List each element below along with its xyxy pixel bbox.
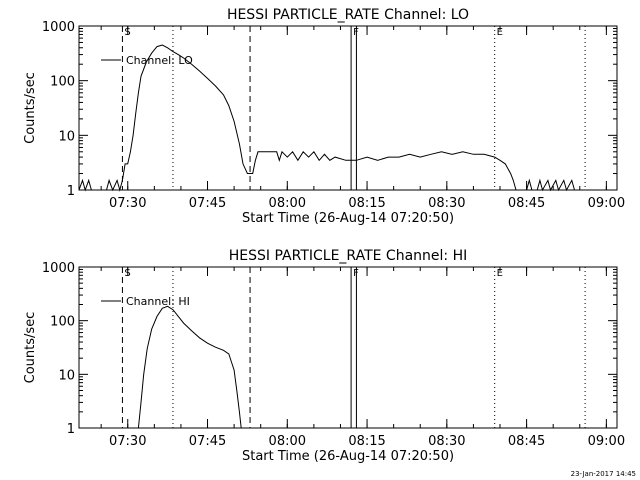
x-tick-label: 08:45 — [508, 434, 545, 449]
x-tick-label: 07:30 — [109, 196, 146, 211]
x-tick-label: 09:00 — [588, 434, 625, 449]
x-tick-label: 08:45 — [508, 196, 545, 211]
x-tick-label: 08:15 — [348, 196, 385, 211]
y-tick-label: 1000 — [42, 20, 75, 35]
x-tick-label: 08:15 — [348, 434, 385, 449]
plot-lo: HESSI PARTICLE_RATE Channel: LO 1 10 100 100… — [23, 7, 625, 226]
x-tick-label: 08:00 — [269, 196, 306, 211]
y-tick-label: 100 — [50, 75, 75, 90]
y-axis-label: Counts/sec — [23, 72, 38, 144]
event-marker-label: E — [497, 268, 503, 279]
y-axis-label: Counts/sec — [23, 312, 38, 384]
y-tick-label: 100 — [50, 315, 75, 330]
x-tick-label: 07:30 — [109, 434, 146, 449]
plot-hi: HESSI PARTICLE_RATE Channel: HI 1 10 100 100… — [23, 248, 625, 464]
chart-title: HESSI PARTICLE_RATE Channel: LO — [227, 7, 469, 23]
x-tick-label: 08:30 — [428, 434, 465, 449]
series-line — [136, 305, 243, 429]
y-tick-label: 1000 — [42, 261, 75, 276]
y-tick-label: 10 — [58, 368, 75, 383]
y-tick-label: 1 — [67, 422, 75, 437]
legend-label: Channel: LO — [126, 54, 193, 67]
x-tick-label: 08:30 — [428, 196, 465, 211]
y-tick-label: 10 — [58, 129, 75, 144]
x-axis-label: Start Time (26-Aug-14 07:20:50) — [242, 211, 454, 226]
x-tick-label: 09:00 — [588, 196, 625, 211]
event-marker-label: S — [124, 27, 130, 38]
chart-title: HESSI PARTICLE_RATE Channel: HI — [229, 248, 467, 264]
plot-frame — [78, 25, 618, 191]
event-marker-label: S — [124, 268, 130, 279]
x-tick-label: 07:45 — [189, 196, 226, 211]
x-tick-label: 08:00 — [269, 434, 306, 449]
x-tick-label: 07:45 — [189, 434, 226, 449]
y-tick-label: 1 — [67, 184, 75, 199]
event-marker-label: E — [497, 27, 503, 38]
footer-timestamp: 23-Jan-2017 14:45 — [571, 470, 636, 478]
legend-label: Channel: HI — [126, 295, 190, 308]
series-line — [78, 44, 575, 192]
plot-frame — [78, 266, 618, 429]
x-axis-label: Start Time (26-Aug-14 07:20:50) — [242, 449, 454, 464]
